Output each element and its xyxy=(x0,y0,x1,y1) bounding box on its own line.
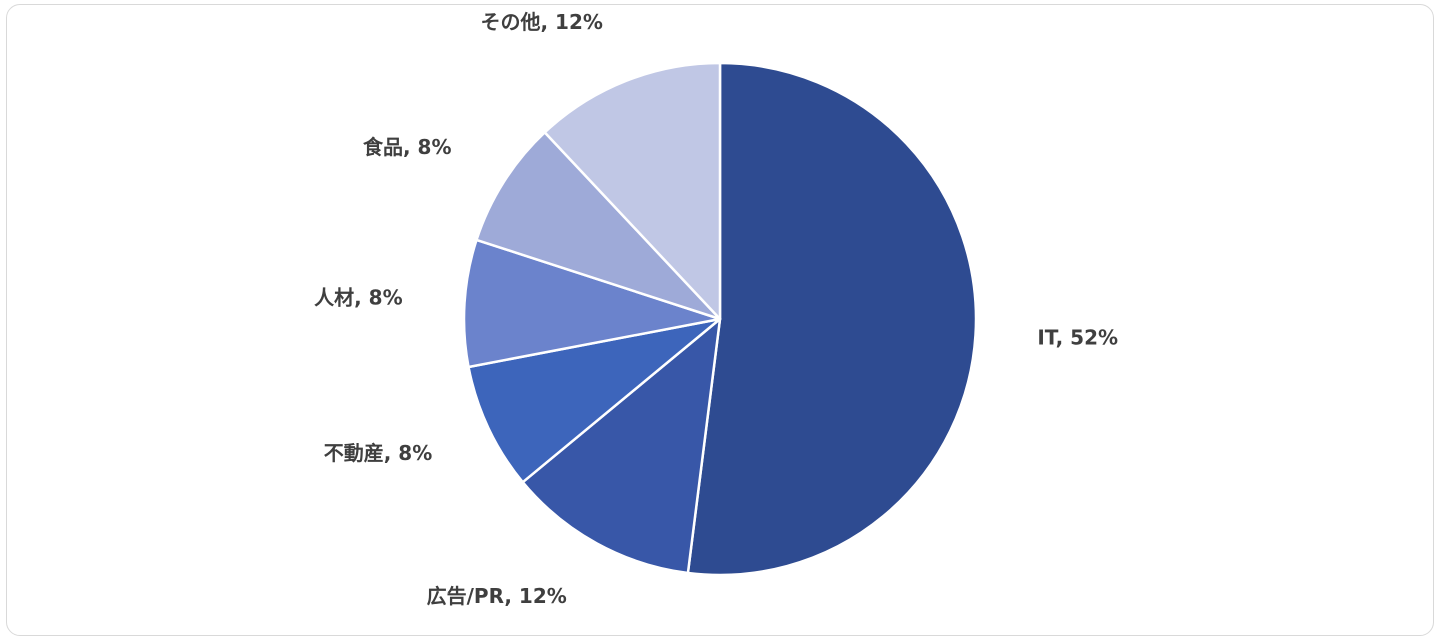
pie-slices xyxy=(462,61,978,577)
slice-label: その他, 12% xyxy=(480,10,602,34)
pie-slice xyxy=(467,317,722,484)
pie-slice xyxy=(462,238,722,369)
slice-label: 食品, 8% xyxy=(363,135,452,159)
chart-frame xyxy=(6,4,1434,636)
slice-label: 人材, 8% xyxy=(314,286,403,310)
slice-label: IT, 52% xyxy=(1037,325,1118,349)
pie-slice xyxy=(686,61,978,577)
pie-slice xyxy=(475,131,722,321)
pie-slice xyxy=(521,317,722,575)
slice-label: 広告/PR, 12% xyxy=(427,584,567,608)
pie-slice xyxy=(543,61,722,321)
pie-labels: IT, 52% 広告/PR, 12% 不動産, 8% 人材, 8% 食品, 8% その他,… xyxy=(314,10,1118,608)
slice-label: 不動産, 8% xyxy=(324,441,433,465)
